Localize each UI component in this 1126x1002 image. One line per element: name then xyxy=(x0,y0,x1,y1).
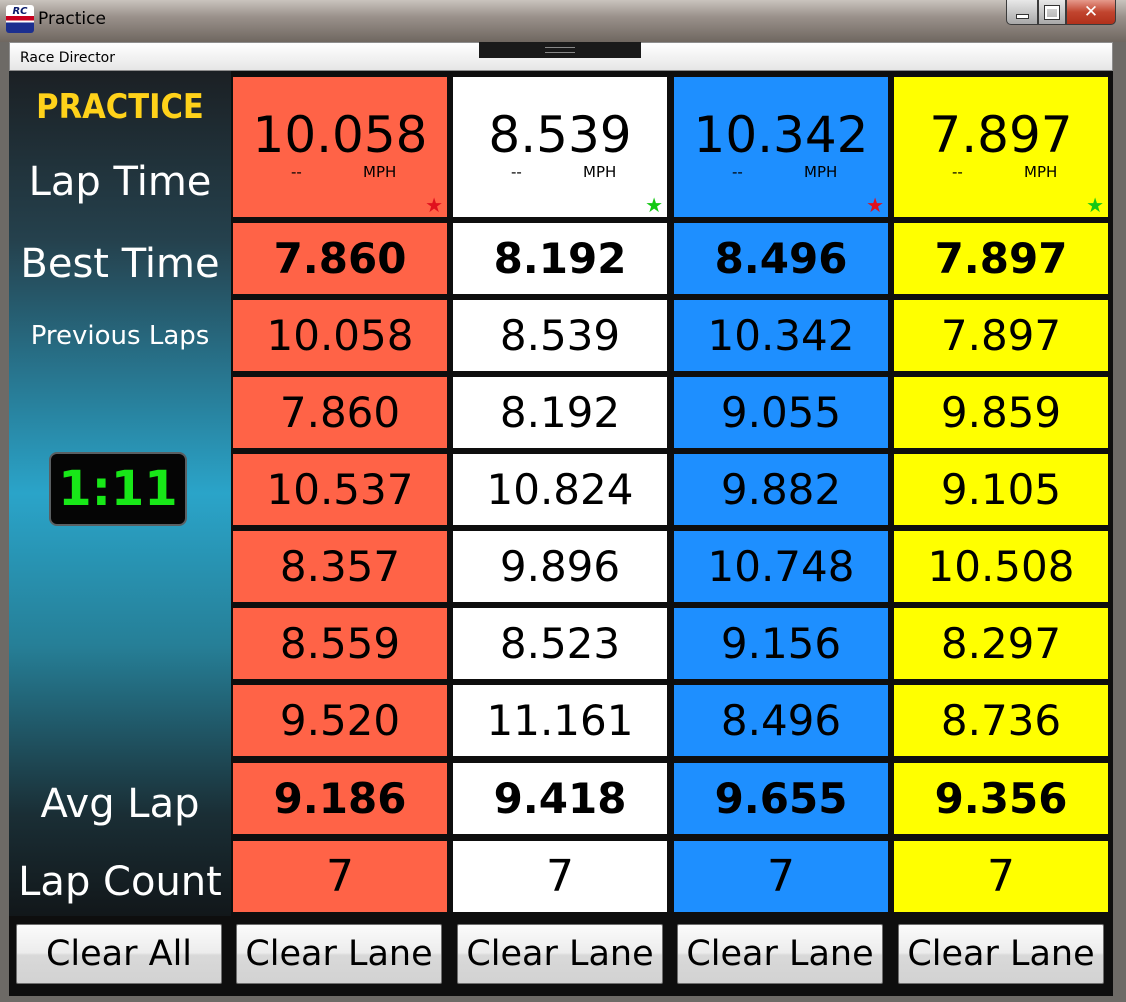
lane-1-avg-lap: 9.186 xyxy=(233,763,447,834)
speed-value: -- xyxy=(732,163,743,181)
lane-2-lap-time: 8.539 -- MPH ★ xyxy=(453,77,667,217)
lane-4-prev-lap: 8.736 xyxy=(894,685,1108,756)
lane-3-lap-count: 7 xyxy=(674,841,888,912)
lap-time-label: Lap Time xyxy=(28,159,212,205)
lap-time-value: 10.342 xyxy=(693,106,869,164)
lane-4-lap-time: 7.897 -- MPH ★ xyxy=(894,77,1108,217)
lap-time-value: 7.897 xyxy=(929,106,1073,164)
lane-4-lap-count: 7 xyxy=(894,841,1108,912)
star-icon: ★ xyxy=(1086,193,1104,217)
lane-2-avg-lap: 9.418 xyxy=(453,763,667,834)
lane-3-prev-lap: 9.882 xyxy=(674,454,888,525)
clear-lane-4-button[interactable]: Clear Lane xyxy=(898,924,1104,984)
lane-2-prev-lap: 8.523 xyxy=(453,608,667,679)
lane-4-prev-lap: 9.859 xyxy=(894,377,1108,448)
lap-time-value: 8.539 xyxy=(488,106,632,164)
star-icon: ★ xyxy=(866,193,884,217)
lane-2-best-time: 8.192 xyxy=(453,223,667,294)
avg-lap-label: Avg Lap xyxy=(40,781,200,827)
lap-time-value: 10.058 xyxy=(252,106,428,164)
clear-lane-3-button[interactable]: Clear Lane xyxy=(677,924,883,984)
speed-unit: MPH xyxy=(804,163,838,181)
lane-4-avg-lap: 9.356 xyxy=(894,763,1108,834)
lane-2-prev-lap: 11.161 xyxy=(453,685,667,756)
clear-all-button[interactable]: Clear All xyxy=(16,924,222,984)
maximize-icon xyxy=(1044,4,1060,20)
title-bar[interactable]: RC Practice ✕ xyxy=(0,0,1126,42)
lane-3-lap-time: 10.342 -- MPH ★ xyxy=(674,77,888,217)
clear-lane-2-button[interactable]: Clear Lane xyxy=(457,924,663,984)
grip-icon xyxy=(545,47,575,53)
speed-unit: MPH xyxy=(1024,163,1058,181)
lap-count-label: Lap Count xyxy=(18,859,222,905)
lane-1-prev-lap: 8.559 xyxy=(233,608,447,679)
window-controls: ✕ xyxy=(1006,0,1116,26)
lane-1-best-time: 7.860 xyxy=(233,223,447,294)
speed-unit: MPH xyxy=(583,163,617,181)
minimize-button[interactable] xyxy=(1006,0,1038,25)
star-icon: ★ xyxy=(645,193,663,217)
app-logo-icon: RC xyxy=(6,5,34,33)
lane-3-avg-lap: 9.655 xyxy=(674,763,888,834)
lane-1-prev-lap: 10.537 xyxy=(233,454,447,525)
maximize-button[interactable] xyxy=(1038,0,1066,25)
lane-3-prev-lap: 9.156 xyxy=(674,608,888,679)
lane-3-prev-lap: 8.496 xyxy=(674,685,888,756)
lane-2-prev-lap: 10.824 xyxy=(453,454,667,525)
lane-1-lap-count: 7 xyxy=(233,841,447,912)
lane-3-best-time: 8.496 xyxy=(674,223,888,294)
lane-4-prev-lap: 10.508 xyxy=(894,531,1108,602)
minimize-icon xyxy=(1015,13,1029,19)
window-title: Practice xyxy=(38,9,106,29)
star-icon: ★ xyxy=(425,193,443,217)
clear-lane-1-button[interactable]: Clear Lane xyxy=(236,924,442,984)
side-panel: PRACTICE Lap Time Best Time Previous Lap… xyxy=(9,71,231,916)
best-time-label: Best Time xyxy=(20,241,220,287)
lane-1-prev-lap: 8.357 xyxy=(233,531,447,602)
speed-value: -- xyxy=(511,163,522,181)
lane-2-prev-lap: 9.896 xyxy=(453,531,667,602)
mode-title: PRACTICE xyxy=(36,87,204,127)
race-board: PRACTICE Lap Time Best Time Previous Lap… xyxy=(9,71,1113,996)
lane-1-prev-lap: 9.520 xyxy=(233,685,447,756)
lane-1-prev-lap: 7.860 xyxy=(233,377,447,448)
lane-4-prev-lap: 8.297 xyxy=(894,608,1108,679)
lane-3-prev-lap: 10.342 xyxy=(674,300,888,371)
lane-1-prev-lap: 10.058 xyxy=(233,300,447,371)
speed-value: -- xyxy=(952,163,963,181)
lane-3-prev-lap: 10.748 xyxy=(674,531,888,602)
lane-2-prev-lap: 8.192 xyxy=(453,377,667,448)
previous-laps-label: Previous Laps xyxy=(30,321,210,351)
lane-4-prev-lap: 7.897 xyxy=(894,300,1108,371)
speed-unit: MPH xyxy=(363,163,397,181)
lane-3-prev-lap: 9.055 xyxy=(674,377,888,448)
drag-handle[interactable] xyxy=(479,42,641,58)
close-icon: ✕ xyxy=(1083,2,1099,22)
lane-4-prev-lap: 9.105 xyxy=(894,454,1108,525)
speed-value: -- xyxy=(291,163,302,181)
menu-race-director[interactable]: Race Director xyxy=(20,50,115,66)
lane-1-lap-time: 10.058 -- MPH ★ xyxy=(233,77,447,217)
close-button[interactable]: ✕ xyxy=(1066,0,1116,25)
race-timer: 1:11 xyxy=(49,452,187,526)
lane-2-prev-lap: 8.539 xyxy=(453,300,667,371)
lane-2-lap-count: 7 xyxy=(453,841,667,912)
lane-4-best-time: 7.897 xyxy=(894,223,1108,294)
